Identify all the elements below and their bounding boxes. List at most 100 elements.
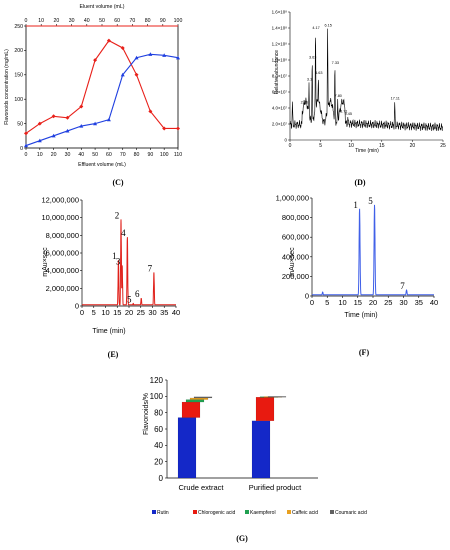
y-tick-label-e: 12,000,000 [41,196,79,205]
peak-label-e: 3 [116,256,121,266]
panel-label-g: (G) [236,534,248,543]
x-tick-label-d: 0 [289,143,292,149]
peak-label-d: 7.80 [335,94,342,98]
y-tick-label-c: 150 [14,73,23,79]
y-axis-title-d: Relative abundance [274,50,280,94]
y-tick-label-e: 2,000,000 [46,284,79,293]
panel-e: mAu×sec Time (min) 0 5 10 15 20 25 30 35 4002,00… [41,196,180,360]
x-tick-label-c: 60 [106,152,112,158]
series-line-c-2 [25,53,179,147]
x-tick-label-c: 70 [120,152,126,158]
data-point-c [120,72,125,77]
x-tick-label-e: 35 [160,308,168,317]
peak-label-e: 7 [148,263,153,273]
data-point-c [79,104,84,109]
y-tick-label-f: 0 [305,292,309,301]
bar-segment-g [193,396,213,399]
x-tick-label-f: 0 [310,298,314,307]
panel-d: Relative abundance Time (min) 0 5 10 15 20 25… [272,10,446,187]
x-axis-title-e: Time (min) [92,328,125,335]
x2-tick-label-c: 50 [99,18,105,24]
y-tick-label-g: 20 [154,457,163,466]
y-tick-label-e: 0 [75,302,79,311]
x-tick-label-e: 40 [172,308,180,317]
y-tick-label-d: 4.0×10⁷ [272,106,288,111]
y-tick-label-d: 1.2×10⁸ [272,42,288,47]
legend-label-g: Rutin [157,510,169,516]
x-tick-label-d: 5 [319,143,322,149]
bar-segment-g [267,396,287,398]
x-tick-label-c: 50 [92,152,98,158]
peak-label-f: 7 [400,281,405,291]
data-point-c [134,72,139,77]
legend-swatch-g [287,510,291,514]
bar-segment-g [185,399,205,403]
panel-f: mAu×sec Time (min) 0 5 10 15 20 25 30 35 400200,… [276,194,439,358]
y-tick-label-f: 600,000 [282,233,309,242]
chromatogram-trace-d [289,28,443,132]
data-point-c [162,53,167,57]
x-tick-label-c: 20 [51,152,57,158]
peak-label-d: 6.15 [324,24,331,28]
data-point-c [176,126,180,131]
x2-tick-label-c: 30 [69,18,75,24]
data-point-c [93,58,98,63]
x2-tick-label-c: 60 [114,18,120,24]
x-tick-label-d: 25 [440,143,446,149]
y-tick-label-e: 10,000,000 [41,213,79,222]
peak-label-d: 2.25 [301,100,308,104]
x-tick-label-e: 25 [137,308,145,317]
x-tick-label-d: 15 [379,143,385,149]
x-tick-label-c: 40 [78,152,84,158]
y-tick-label-c: 50 [17,121,23,127]
bar-segment-g [177,417,197,479]
x2-tick-label-c: 20 [54,18,60,24]
series-line-c-1 [25,39,178,134]
peak-label-d: 7.33 [332,61,339,65]
data-point-c [106,117,111,122]
x2-tick-label-c: 0 [25,18,28,24]
data-point-c [51,114,56,119]
panel-label-d: (D) [354,178,365,187]
x-tick-label-f: 5 [325,298,329,307]
x2-tick-label-c: 10 [38,18,44,24]
y-tick-label-d: 1.0×10⁸ [272,58,288,63]
data-point-c [65,115,70,120]
y-tick-label-f: 400,000 [282,252,309,261]
x-axis-title-d: Time (min) [355,148,379,154]
peak-label-d: 4.63 [315,71,322,75]
legend-label-g: Caffeic acid [292,510,318,516]
y-tick-label-c: 200 [14,48,23,54]
y-tick-label-e: 4,000,000 [46,266,79,275]
y-axis-title-g: Flavonoids/% [143,393,150,435]
x2-tick-label-c: 100 [174,18,183,24]
bar-segment-g [251,420,271,479]
x-tick-label-f: 20 [369,298,377,307]
x2-tick-label-c: 90 [160,18,166,24]
bar-segment-g [189,397,209,400]
y-tick-label-c: 0 [20,146,23,152]
y-tick-label-e: 6,000,000 [46,249,79,258]
y-axis-title-f: mAu×sec [289,247,296,277]
legend-label-g: Kaempferol [250,510,276,516]
peak-label-e: 4 [121,228,126,238]
legend-swatch-g [245,510,249,514]
x-tick-label-e: 0 [80,308,84,317]
x-axis-title-c: Effluent volume (mL) [78,162,126,168]
x2-axis-title-c: Eluent volume (mL) [80,4,125,10]
data-point-c [134,55,139,60]
peak-label-f: 1 [353,200,358,210]
data-point-c [93,121,98,126]
peak-label-d: 3.63 [309,56,316,60]
data-point-c [106,38,111,43]
x-tick-label-e: 15 [113,308,121,317]
x-tick-label-c: 90 [147,152,153,158]
y-tick-label-d: 6.0×10⁷ [272,90,288,95]
y-tick-label-g: 0 [159,474,164,483]
data-point-c [24,131,28,136]
y-tick-label-d: 2.0×10⁷ [272,122,288,127]
y-tick-label-f: 200,000 [282,272,309,281]
data-point-c [120,45,125,50]
x2-tick-label-c: 70 [130,18,136,24]
x2-tick-label-c: 80 [145,18,151,24]
